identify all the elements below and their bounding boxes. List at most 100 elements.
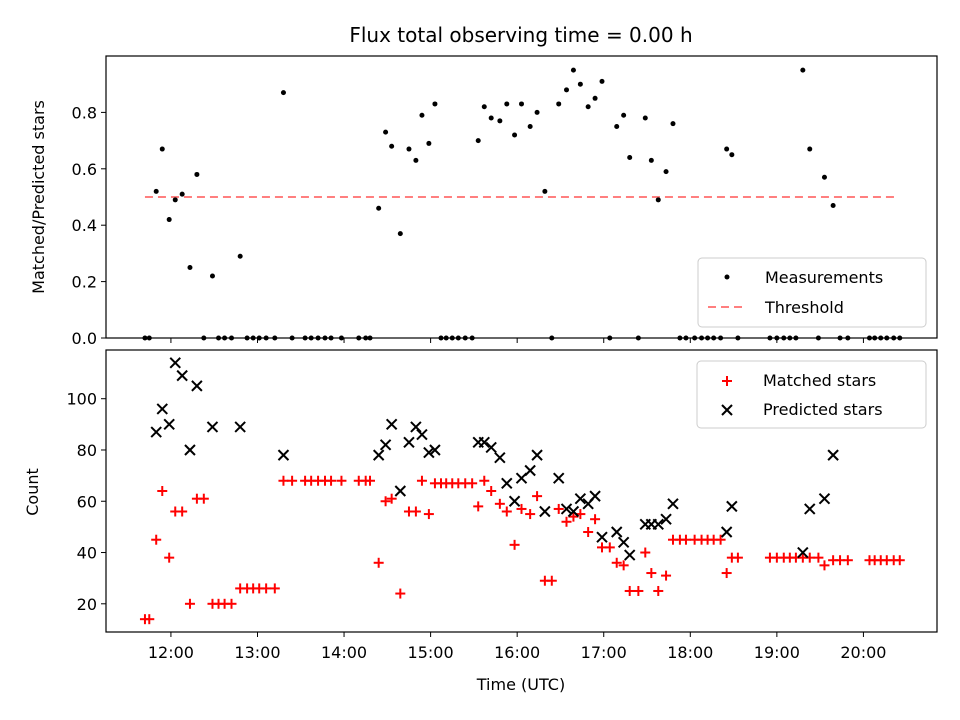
matched-star-point bbox=[479, 475, 490, 486]
measurement-point bbox=[497, 118, 503, 124]
predicted-star-point bbox=[206, 421, 219, 433]
predicted-star-point bbox=[191, 380, 203, 392]
measurement-point bbox=[166, 217, 172, 223]
measurement-point bbox=[209, 273, 215, 279]
x-tick-label: 19:00 bbox=[754, 643, 800, 662]
matched-star-point bbox=[184, 598, 195, 609]
measurement-point bbox=[389, 143, 395, 149]
x-tick-label: 20:00 bbox=[840, 643, 886, 662]
measurement-point bbox=[426, 140, 432, 146]
measurement-point bbox=[413, 157, 419, 163]
top-y-axis-label: Matched/Predicted stars bbox=[29, 100, 48, 294]
matched-star-point bbox=[640, 547, 651, 558]
legend-predicted-marker bbox=[721, 404, 733, 416]
measurement-point bbox=[376, 205, 382, 211]
predicted-star-point bbox=[804, 503, 816, 515]
measurement-points bbox=[142, 67, 903, 341]
predicted-star-point bbox=[169, 357, 181, 369]
bottom-y-tick-label: 40 bbox=[77, 544, 97, 563]
matched-star-point bbox=[157, 486, 168, 496]
predicted-star-point bbox=[623, 549, 636, 561]
predicted-star-point bbox=[184, 444, 196, 456]
measurement-point bbox=[179, 191, 185, 197]
measurement-point bbox=[504, 101, 510, 107]
predicted-star-point bbox=[150, 426, 162, 438]
measurement-point bbox=[488, 115, 494, 121]
predicted-star-point bbox=[827, 449, 839, 461]
measurement-point bbox=[807, 146, 813, 152]
chart-title: Flux total observing time = 0.00 h bbox=[349, 23, 692, 47]
top-x-ticks bbox=[170, 338, 864, 343]
matched-star-point bbox=[721, 568, 732, 579]
bottom-y-tick-label: 60 bbox=[77, 492, 97, 511]
top-legend-box bbox=[697, 257, 927, 328]
measurement-point bbox=[172, 197, 178, 203]
matched-star-point bbox=[278, 475, 289, 486]
predicted-star-point bbox=[156, 403, 168, 415]
x-tick-label: 15:00 bbox=[408, 643, 454, 662]
legend-predicted-label: Predicted stars bbox=[763, 400, 883, 419]
predicted-star-point bbox=[501, 477, 513, 490]
predicted-star-point bbox=[478, 436, 490, 448]
matched-star-point bbox=[611, 557, 622, 568]
top-y-tick-label: 0.2 bbox=[72, 273, 97, 292]
matched-star-point bbox=[819, 560, 830, 571]
top-y-ticks: 0.0 0.2 0.4 0.6 0.8 bbox=[72, 103, 106, 348]
matched-stars-points bbox=[139, 475, 905, 625]
measurement-point bbox=[570, 67, 576, 73]
measurement-point bbox=[648, 157, 654, 163]
x-tick-label: 13:00 bbox=[234, 643, 280, 662]
matched-star-point bbox=[410, 506, 421, 517]
matched-star-point bbox=[473, 501, 484, 512]
predicted-star-point bbox=[574, 492, 587, 505]
predicted-star-point bbox=[560, 503, 573, 515]
measurement-point bbox=[237, 253, 243, 259]
top-y-tick-label: 0.8 bbox=[72, 103, 97, 122]
matched-star-point bbox=[269, 583, 280, 594]
predicted-star-point bbox=[726, 500, 738, 513]
measurement-point bbox=[542, 188, 548, 194]
x-axis-label: Time (UTC) bbox=[476, 675, 565, 694]
matched-star-point bbox=[501, 506, 512, 517]
matched-star-point bbox=[680, 534, 691, 545]
measurement-point bbox=[627, 155, 633, 161]
matched-star-point bbox=[164, 552, 175, 563]
top-legend: Measurements Threshold bbox=[697, 257, 927, 328]
bottom-y-ticks: 20 40 60 80 100 bbox=[66, 390, 106, 614]
bottom-x-ticks: 12:00 13:00 14:00 15:00 16:00 17:00 18:00 19:00… bbox=[148, 632, 886, 662]
top-y-tick-label: 0.0 bbox=[72, 329, 97, 348]
predicted-star-point bbox=[818, 492, 831, 505]
predicted-star-point bbox=[416, 428, 428, 441]
measurement-point bbox=[194, 171, 200, 177]
measurement-point bbox=[534, 109, 540, 115]
predicted-star-point bbox=[394, 485, 407, 497]
bottom-legend-box bbox=[696, 360, 927, 429]
matched-star-point bbox=[416, 475, 427, 486]
matched-star-point bbox=[177, 506, 188, 517]
predicted-star-point bbox=[539, 505, 551, 518]
predicted-star-point bbox=[508, 495, 521, 507]
legend-matched-label: Matched stars bbox=[763, 371, 876, 390]
measurement-point bbox=[519, 101, 524, 107]
matched-star-point bbox=[467, 478, 478, 489]
measurement-point bbox=[512, 132, 518, 138]
bottom-axes-frame bbox=[105, 349, 938, 633]
matched-star-point bbox=[326, 475, 337, 486]
predicted-star-point bbox=[403, 436, 415, 448]
predicted-star-point bbox=[423, 446, 435, 459]
predicted-star-point bbox=[163, 418, 175, 431]
matched-star-point bbox=[624, 585, 635, 596]
top-y-tick-label: 0.4 bbox=[72, 216, 97, 235]
matched-star-point bbox=[395, 588, 406, 599]
matched-star-point bbox=[732, 552, 743, 563]
matched-star-point bbox=[604, 542, 615, 553]
legend-matched-marker bbox=[722, 376, 732, 386]
matched-star-point bbox=[423, 509, 434, 520]
predicted-star-point bbox=[596, 531, 608, 543]
matched-star-point bbox=[633, 585, 644, 596]
matched-star-point bbox=[568, 511, 579, 522]
predicted-star-point bbox=[234, 421, 246, 433]
matched-star-point bbox=[532, 491, 543, 502]
measurement-point bbox=[585, 104, 591, 110]
